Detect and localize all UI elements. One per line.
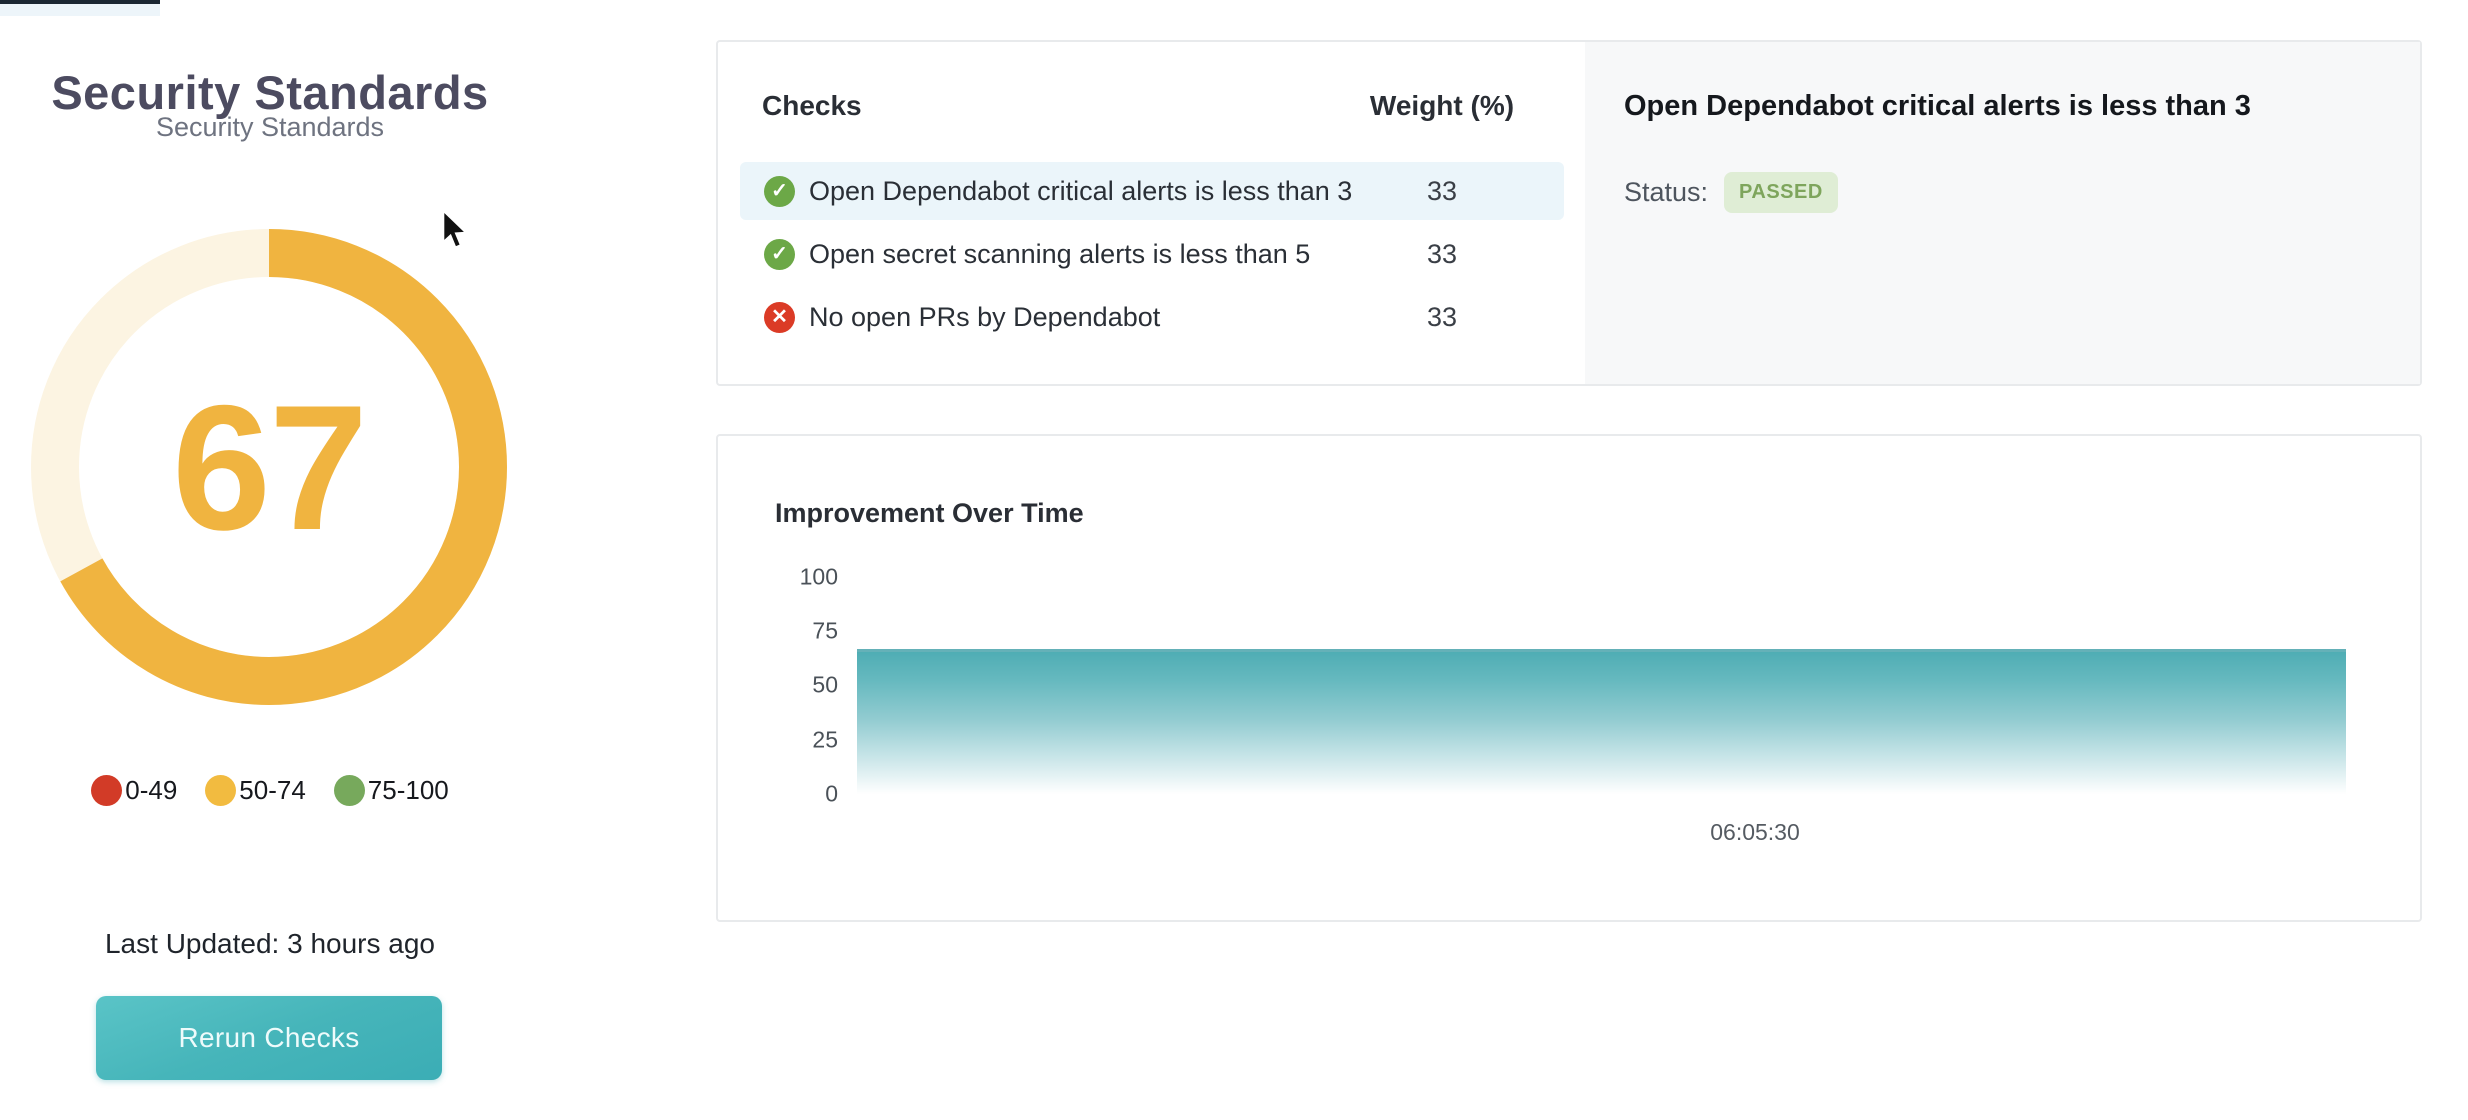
check-label: Open Dependabot critical alerts is less … (809, 175, 1353, 206)
check-row-dependabot-critical[interactable]: ✓ Open Dependabot critical alerts is les… (740, 162, 1564, 220)
check-row-secret-scanning[interactable]: ✓ Open secret scanning alerts is less th… (740, 225, 1564, 283)
legend-item-mid: 50-74 (205, 775, 306, 806)
x-axis-tick: 06:05:30 (1710, 819, 1800, 845)
status-label: Status: (1624, 177, 1709, 207)
y-axis-tick: 50 (812, 671, 838, 698)
legend-item-low: 0-49 (91, 775, 177, 806)
legend-dot-green-icon (333, 775, 365, 806)
last-updated-text: Last Updated: 3 hours ago (104, 928, 435, 959)
check-glyph: ✓ (771, 180, 788, 202)
y-axis-tick: 0 (825, 780, 838, 807)
check-glyph: ✓ (771, 243, 788, 265)
score-sidebar: Security Standards Security Standards 67… (0, 0, 540, 1120)
rerun-checks-button[interactable]: Rerun Checks (96, 996, 442, 1080)
y-axis-tick: 25 (812, 726, 838, 753)
legend-label: 0-49 (125, 775, 178, 805)
legend-label: 75-100 (367, 775, 449, 805)
chart-title: Improvement Over Time (775, 498, 1084, 528)
gauge-ring (31, 229, 507, 705)
check-row-open-prs[interactable]: ✕ No open PRs by Dependabot 33 (740, 288, 1564, 346)
page-title: Security Standards (51, 66, 489, 120)
y-axis-tick: 75 (812, 617, 838, 644)
cross-glyph: ✕ (771, 306, 788, 328)
gauge-score-value: 67 (172, 367, 368, 567)
check-weight: 33 (1426, 301, 1458, 332)
weight-column-header: Weight (%) (1369, 90, 1515, 121)
x-circle-icon: ✕ (764, 301, 795, 333)
chart-plot-area (857, 577, 2346, 794)
checks-card: Checks Weight (%) ✓ Open Dependabot crit… (716, 40, 2422, 386)
y-axis-tick: 100 (799, 563, 838, 590)
page-subtitle: Security Standards (155, 112, 385, 142)
top-edge-dark-bar (0, 0, 160, 4)
check-weight: 33 (1426, 175, 1458, 206)
legend-dot-amber-icon (205, 775, 237, 806)
checks-column-header: Checks (762, 90, 862, 121)
chart-area-fill (857, 648, 2346, 794)
legend-item-high: 75-100 (333, 775, 449, 806)
check-circle-icon: ✓ (764, 175, 795, 207)
check-detail-panel: Open Dependabot critical alerts is less … (1585, 42, 2420, 384)
mouse-cursor (442, 211, 468, 249)
detail-panel-title: Open Dependabot critical alerts is less … (1624, 90, 2251, 122)
top-edge-artifact (0, 0, 160, 16)
check-circle-icon: ✓ (764, 238, 795, 270)
score-legend: 0-49 50-74 75-100 (0, 775, 540, 806)
score-gauge: 67 (29, 227, 509, 707)
status-line: Status: PASSED (1624, 172, 1838, 213)
check-label: No open PRs by Dependabot (809, 301, 1161, 332)
check-weight: 33 (1426, 238, 1458, 269)
status-badge: PASSED (1724, 172, 1838, 213)
legend-label: 50-74 (239, 775, 306, 805)
improvement-chart-card: Improvement Over Time 100 75 50 25 0 06:… (716, 434, 2422, 922)
legend-dot-red-icon (91, 775, 123, 806)
gauge-progress-arc (31, 229, 507, 705)
check-label: Open secret scanning alerts is less than… (809, 238, 1311, 269)
